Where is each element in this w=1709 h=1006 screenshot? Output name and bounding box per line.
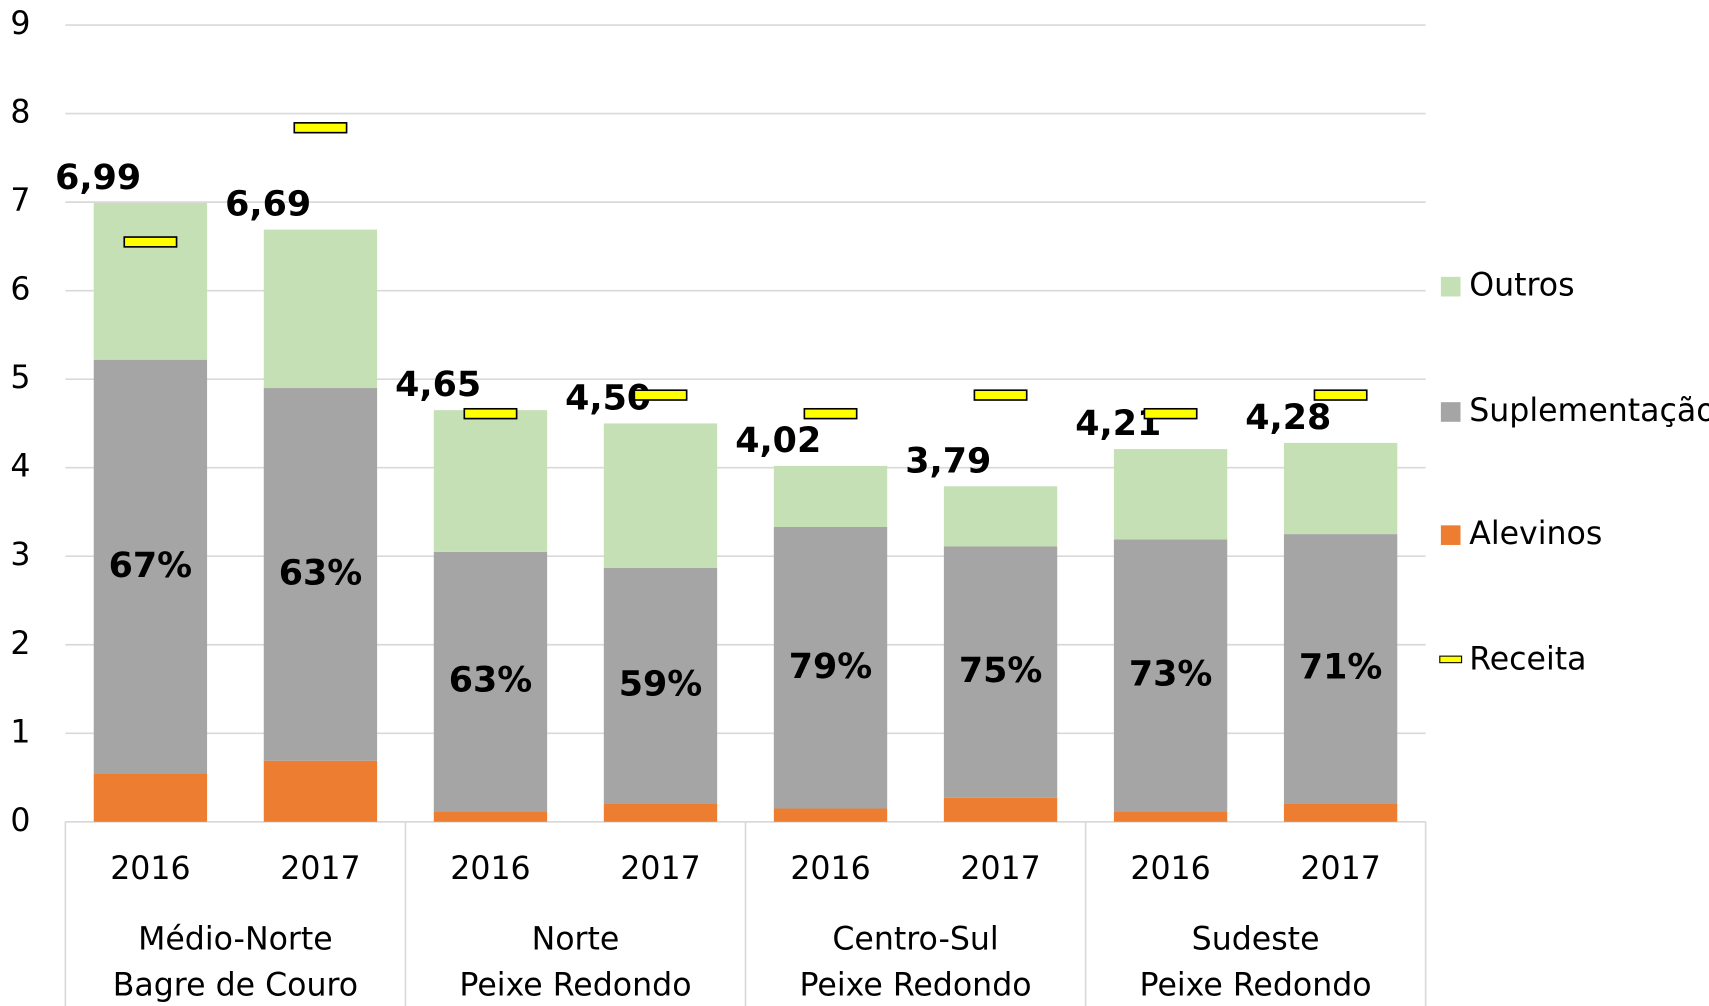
y-tick-label: 5 — [10, 360, 30, 396]
y-tick-label: 7 — [10, 183, 30, 219]
receita-marker — [1313, 389, 1368, 401]
share-label: 75% — [959, 651, 1042, 691]
total-label: 6,69 — [225, 185, 311, 225]
x-tick-label: 2016 — [110, 851, 190, 887]
bar-segment — [943, 546, 1058, 798]
total-label: 3,79 — [905, 441, 991, 481]
receita-marker — [973, 389, 1028, 401]
legend-label: Receita — [1469, 641, 1586, 677]
share-label: 63% — [279, 553, 362, 593]
bar-segment — [263, 760, 378, 822]
receita-marker — [293, 122, 348, 134]
legend-swatch — [1440, 276, 1461, 297]
bar-segment — [943, 797, 1058, 822]
share-label: 63% — [449, 660, 532, 700]
bar-segment — [1113, 811, 1228, 822]
bar-segment — [433, 551, 548, 812]
bar-segment — [603, 803, 718, 822]
total-label: 6,99 — [55, 158, 141, 198]
share-label: 67% — [109, 546, 192, 586]
y-tick-label: 0 — [10, 803, 30, 839]
group-label: Médio-Norte — [138, 922, 333, 958]
legend-swatch — [1440, 525, 1461, 545]
total-label: 4,65 — [395, 365, 481, 405]
legend-label: Alevinos — [1469, 516, 1602, 552]
total-label: 4,02 — [735, 421, 821, 461]
share-label: 71% — [1299, 648, 1382, 688]
share-label: 79% — [789, 647, 872, 687]
legend-label: Outros — [1469, 268, 1574, 304]
receita-marker — [1143, 407, 1198, 420]
total-label: 4,28 — [1245, 398, 1331, 438]
bar-segment — [943, 486, 1058, 547]
x-tick-label: 2017 — [960, 851, 1040, 887]
bar-segment — [433, 410, 548, 552]
share-label: 59% — [619, 664, 702, 704]
share-label: 73% — [1129, 654, 1212, 694]
x-tick-label: 2017 — [620, 851, 700, 887]
y-tick-label: 1 — [10, 714, 30, 750]
bar-segment — [93, 773, 208, 822]
receita-marker — [123, 236, 178, 248]
bar-segment — [1113, 449, 1228, 540]
bar-segment — [1283, 803, 1398, 822]
bar-segment — [773, 465, 888, 528]
bar-segment — [433, 811, 548, 822]
group-label: Peixe Redondo — [459, 967, 691, 1003]
bar-segment — [263, 388, 378, 761]
bar-segment — [773, 808, 888, 822]
y-tick-label: 2 — [10, 626, 30, 662]
group-label: Bagre de Couro — [113, 967, 358, 1003]
bar-segment — [1283, 534, 1398, 804]
x-tick-label: 2017 — [280, 851, 360, 887]
group-label: Peixe Redondo — [799, 967, 1031, 1003]
receita-marker — [463, 407, 518, 420]
bar-segment — [93, 203, 208, 360]
bar-segment — [603, 567, 718, 804]
receita-marker — [803, 407, 858, 420]
bar-segment — [93, 359, 208, 774]
x-tick-label: 2016 — [790, 851, 870, 887]
group-label: Sudeste — [1192, 922, 1320, 958]
bar-segment — [773, 527, 888, 809]
y-tick-label: 9 — [10, 6, 30, 42]
x-tick-label: 2016 — [1130, 851, 1210, 887]
bar-segment — [1113, 539, 1228, 812]
bar-segment — [1283, 442, 1398, 535]
bar-segment — [263, 229, 378, 389]
x-tick-label: 2017 — [1300, 851, 1380, 887]
y-tick-label: 6 — [10, 272, 30, 308]
group-label: Centro-Sul — [832, 922, 998, 958]
y-tick-label: 4 — [10, 449, 30, 485]
group-label: Peixe Redondo — [1140, 967, 1372, 1003]
legend-swatch — [1440, 402, 1461, 422]
group-label: Norte — [532, 922, 620, 958]
legend-label: Suplementação — [1469, 393, 1709, 429]
receita-marker — [633, 389, 688, 401]
y-tick-label: 3 — [10, 537, 30, 573]
x-tick-label: 2016 — [450, 851, 530, 887]
bar-segment — [603, 423, 718, 568]
legend-swatch — [1439, 655, 1463, 664]
y-tick-label: 8 — [10, 95, 30, 131]
